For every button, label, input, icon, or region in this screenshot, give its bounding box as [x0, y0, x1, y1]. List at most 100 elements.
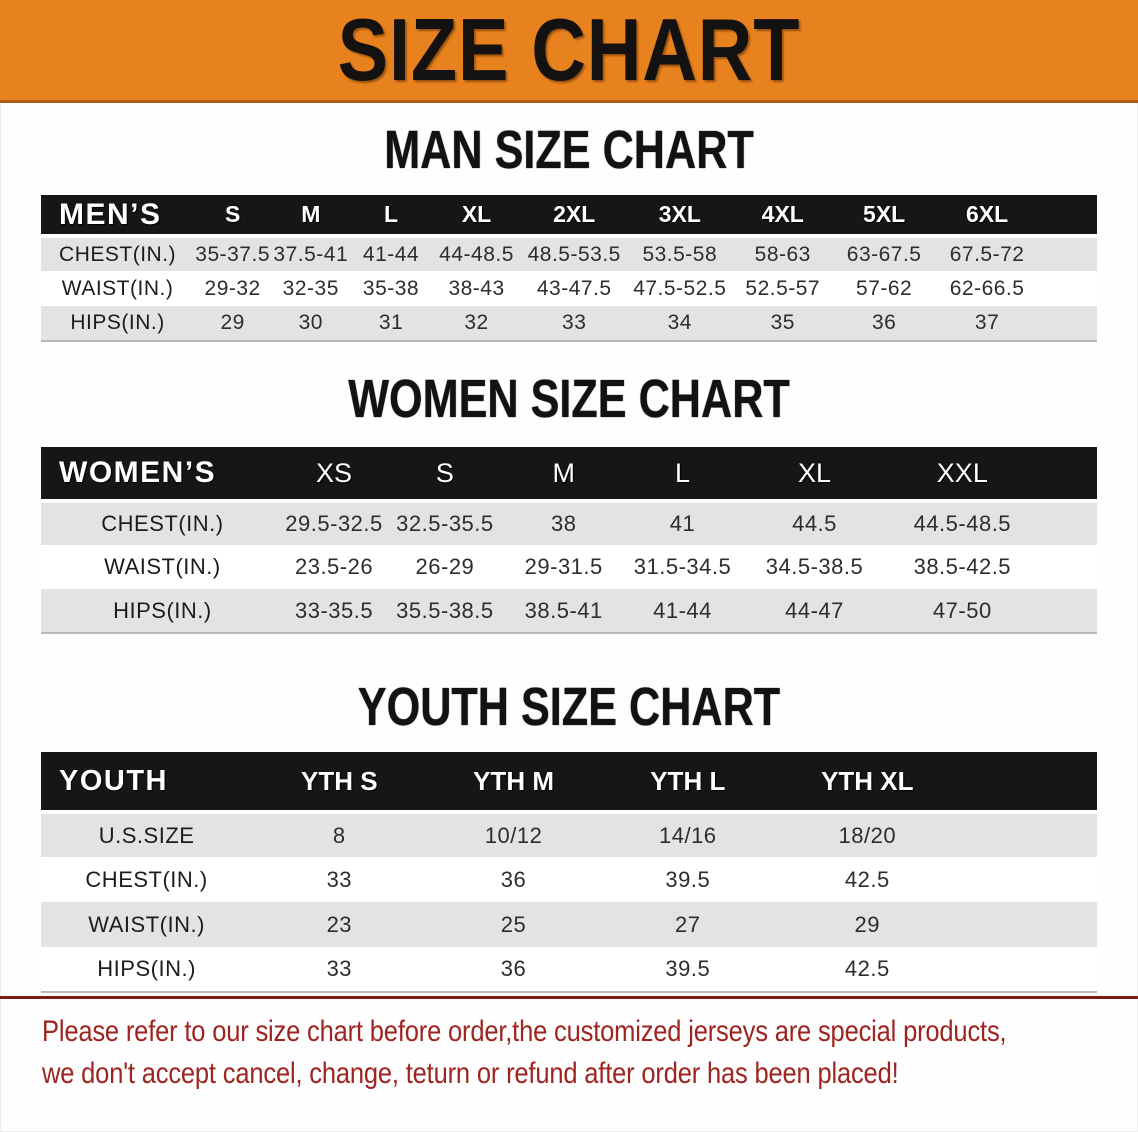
size-value-cell: 47.5-52.5	[633, 276, 727, 300]
table-head: YOUTH YTH S YTH M YTH L YTH XL	[41, 752, 1097, 814]
table-row: CHEST(IN.) 35-37.5 37.5-41 41-44 44-48.5 48.5…	[41, 236, 1097, 271]
filler-cell	[1039, 306, 1097, 341]
size-column-header: YTH XL	[774, 752, 960, 814]
table-body: CHEST(IN.) 29.5-32.5 32.5-35.5 38 41 44.5 44.5…	[41, 501, 1097, 633]
size-value-cell: 41-44	[362, 242, 420, 266]
footer-note: Please refer to our size chart before or…	[0, 1011, 1138, 1095]
size-value-cell: 44-47	[785, 597, 844, 623]
size-value-cell: 32	[464, 311, 489, 334]
size-value-cell: 36	[871, 311, 897, 334]
footer-line-1: Please refer to our size chart before or…	[42, 1015, 1007, 1048]
size-value-cell: 35.5-38.5	[396, 597, 494, 623]
table-header-row: WOMEN’S XS S M L XL XXL	[41, 447, 1097, 503]
row-label: HIPS(IN.)	[97, 956, 196, 981]
size-value-cell: 27	[675, 911, 701, 937]
size-value-cell: 42.5	[844, 956, 890, 981]
filler-cell	[959, 752, 1097, 814]
size-value-cell: 44.5	[792, 511, 837, 536]
size-value-cell: 18/20	[838, 822, 897, 848]
filler-cell	[960, 857, 1097, 902]
row-label: HIPS(IN.)	[113, 597, 212, 623]
table-body: U.S.SIZE 8 10/12 14/16 18/20 CHEST(IN.) 33 36 39…	[41, 812, 1097, 992]
table-row: HIPS(IN.) 29 30 31 32 33 34 35 36 37	[41, 306, 1097, 341]
table-row: CHEST(IN.) 33 36 39.5 42.5	[41, 857, 1097, 902]
size-column-header: 3XL	[627, 195, 733, 238]
row-label: CHEST(IN.)	[59, 242, 177, 266]
size-column-header: XS	[283, 447, 385, 503]
size-value-cell: 38	[550, 511, 577, 536]
size-value-cell: 10/12	[484, 822, 543, 848]
table-title-cell: WOMEN’S	[41, 447, 284, 503]
table-title-cell: YOUTH	[41, 752, 253, 814]
size-value-cell: 41	[669, 511, 696, 536]
size-column-header: S	[384, 447, 506, 503]
row-label: CHEST(IN.)	[101, 511, 224, 536]
row-label: CHEST(IN.)	[85, 866, 208, 892]
red-divider	[0, 996, 1138, 999]
size-value-cell: 32-35	[282, 276, 339, 300]
size-value-cell: 53.5-58	[642, 242, 718, 266]
row-label: WAIST(IN.)	[88, 911, 205, 937]
size-value-cell: 58-63	[754, 242, 811, 266]
size-column-header: XL	[431, 195, 522, 238]
filler-cell	[1038, 447, 1097, 503]
youth-section-heading: YOUTH SIZE CHART	[357, 677, 781, 737]
filler-cell	[960, 812, 1097, 857]
size-value-cell: 44.5-48.5	[913, 511, 1012, 536]
size-value-cell: 23	[326, 911, 353, 937]
mens-size-table: MEN’S S M L XL 2XL 3XL 4XL 5XL 6XL CHEST(IN.) 35-37…	[41, 195, 1097, 342]
size-value-cell: 62-66.5	[949, 276, 1025, 300]
filler-cell	[1039, 501, 1097, 545]
table-row: CHEST(IN.) 29.5-32.5 32.5-35.5 38 41 44.5 44.5…	[41, 501, 1097, 545]
banner: SIZE CHART	[0, 0, 1138, 103]
size-value-cell: 38.5-41	[524, 597, 603, 623]
size-value-cell: 47-50	[932, 597, 992, 623]
size-column-header: YTH S	[252, 752, 427, 814]
size-value-cell: 35	[770, 311, 795, 334]
womens-size-table: WOMEN’S XS S M L XL XXL CHEST(IN.) 29.5-32.5 32.5…	[41, 447, 1097, 634]
filler-cell	[960, 947, 1097, 992]
size-column-header: S	[194, 195, 272, 238]
size-value-cell: 29-32	[204, 276, 261, 300]
size-value-cell: 26-29	[415, 554, 475, 579]
filler-cell	[1038, 195, 1097, 238]
size-column-header: L	[350, 195, 432, 238]
size-column-header: 2XL	[521, 195, 628, 238]
size-value-cell: 38-43	[448, 276, 505, 300]
size-value-cell: 48.5-53.5	[527, 242, 621, 266]
size-value-cell: 57-62	[856, 276, 913, 300]
table-header-row: YOUTH YTH S YTH M YTH L YTH XL	[41, 752, 1097, 814]
size-value-cell: 37.5-41	[273, 242, 349, 266]
size-value-cell: 67.5-72	[949, 242, 1025, 266]
size-value-cell: 29	[854, 911, 881, 937]
size-column-header: M	[505, 447, 622, 503]
size-value-cell: 25	[500, 911, 527, 937]
size-column-header: XL	[743, 447, 886, 503]
size-value-cell: 52.5-57	[745, 276, 821, 300]
size-value-cell: 29	[220, 311, 245, 334]
women-section-heading: WOMEN SIZE CHART	[348, 369, 790, 429]
size-value-cell: 43-47.5	[536, 276, 612, 300]
table-header-row: MEN’S S M L XL 2XL 3XL 4XL 5XL 6XL	[41, 195, 1097, 238]
table-row: WAIST(IN.) 29-32 32-35 35-38 38-43 43-47.5 47.…	[41, 271, 1097, 306]
size-value-cell: 35-38	[362, 276, 420, 300]
size-column-header: YTH M	[426, 752, 601, 814]
table-row: HIPS(IN.) 33-35.5 35.5-38.5 38.5-41 41-44 44-…	[41, 589, 1097, 633]
page-title: SIZE CHART	[337, 0, 801, 99]
size-column-header: M	[271, 195, 351, 238]
size-column-header: L	[621, 447, 744, 503]
size-column-header: 5XL	[832, 195, 936, 238]
filler-cell	[960, 902, 1097, 947]
size-value-cell: 35-37.5	[195, 242, 271, 266]
size-value-cell: 39.5	[665, 956, 711, 981]
table-row: WAIST(IN.) 23.5-26 26-29 29-31.5 31.5-34.5 34…	[41, 545, 1097, 589]
size-value-cell: 34	[667, 311, 692, 334]
filler-cell	[1039, 271, 1097, 306]
row-label: HIPS(IN.)	[70, 311, 165, 334]
size-value-cell: 33	[326, 866, 353, 892]
table-row: WAIST(IN.) 23 25 27 29	[41, 902, 1097, 947]
size-value-cell: 33	[326, 956, 353, 981]
size-value-cell: 36	[500, 866, 527, 892]
size-value-cell: 39.5	[665, 866, 711, 892]
